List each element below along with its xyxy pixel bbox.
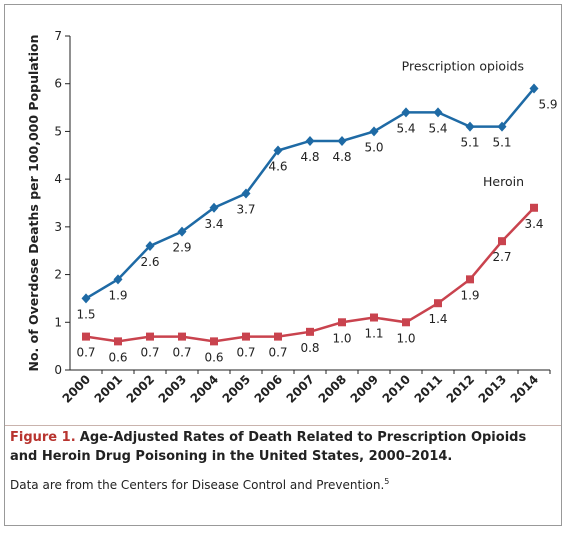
- marker: [146, 332, 154, 341]
- marker: [465, 121, 475, 132]
- marker: [305, 135, 315, 146]
- data-label: 5.9: [538, 97, 557, 111]
- x-tick-label: 2007: [284, 372, 318, 406]
- marker: [113, 274, 123, 285]
- data-label: 0.7: [140, 346, 159, 360]
- data-label: 1.5: [76, 307, 95, 321]
- data-label: 3.4: [204, 217, 223, 231]
- series-line: [85, 206, 535, 343]
- x-tick-label: 2006: [252, 372, 286, 406]
- marker: [337, 135, 347, 146]
- x-tick-label: 2010: [380, 372, 414, 406]
- y-tick-label: 6: [54, 77, 62, 91]
- x-tick-label: 2003: [156, 372, 190, 406]
- marker: [433, 107, 443, 118]
- data-label: 4.6: [268, 160, 287, 174]
- y-tick-label: 4: [54, 172, 62, 186]
- series-label: Heroin: [483, 174, 524, 189]
- caption-note: Data are from the Centers for Disease Co…: [10, 472, 550, 495]
- data-label: 5.0: [364, 140, 383, 154]
- x-tick-label: 2000: [60, 372, 94, 406]
- marker: [274, 332, 282, 341]
- figure-label: Figure 1.: [10, 430, 76, 445]
- marker: [145, 240, 155, 251]
- x-tick-label: 2014: [508, 372, 542, 406]
- marker: [530, 203, 538, 212]
- x-tick-label: 2008: [316, 372, 350, 406]
- x-tick-label: 2004: [188, 372, 222, 406]
- marker: [369, 126, 379, 137]
- data-label: 4.8: [300, 150, 319, 164]
- data-label: 5.1: [492, 136, 511, 150]
- data-label: 3.7: [236, 202, 255, 216]
- y-tick-label: 0: [54, 363, 62, 377]
- marker: [210, 337, 218, 346]
- note-text: Data are from the Centers for Disease Co…: [10, 478, 385, 492]
- marker: [401, 107, 411, 118]
- x-tick-label: 2011: [412, 372, 446, 406]
- x-tick-label: 2009: [348, 372, 382, 406]
- data-label: 0.7: [236, 346, 255, 360]
- marker: [242, 332, 250, 341]
- note-ref: 5: [384, 477, 390, 486]
- marker: [529, 83, 539, 94]
- marker: [466, 275, 474, 284]
- data-label: 3.4: [524, 217, 543, 231]
- marker: [273, 145, 283, 156]
- data-label: 1.9: [108, 288, 127, 302]
- marker: [241, 188, 251, 199]
- frame: [4, 4, 562, 526]
- y-tick-label: 7: [54, 29, 62, 43]
- marker: [178, 332, 186, 341]
- x-tick-label: 2002: [124, 372, 158, 406]
- marker: [114, 337, 122, 346]
- data-label: 5.4: [428, 121, 447, 135]
- data-label: 0.6: [204, 350, 223, 364]
- data-label: 1.4: [428, 312, 447, 326]
- figure-title: Age-Adjusted Rates of Death Related to P…: [10, 430, 527, 464]
- y-tick-label: 1: [54, 315, 62, 329]
- x-tick-label: 2012: [444, 372, 478, 406]
- data-label: 2.7: [492, 250, 511, 264]
- caption: Figure 1. Age-Adjusted Rates of Death Re…: [10, 428, 550, 495]
- marker: [177, 226, 187, 237]
- x-tick-label: 2013: [476, 372, 510, 406]
- data-label: 0.7: [268, 346, 287, 360]
- data-label: 0.8: [300, 341, 319, 355]
- series-label: Prescription opioids: [402, 58, 524, 73]
- y-tick-label: 3: [54, 220, 62, 234]
- data-label: 0.6: [108, 350, 127, 364]
- marker: [497, 121, 507, 132]
- data-label: 5.1: [460, 136, 479, 150]
- data-label: 1.0: [332, 331, 351, 345]
- x-tick-label: 2005: [220, 372, 254, 406]
- data-label: 4.8: [332, 150, 351, 164]
- data-label: 5.4: [396, 121, 415, 135]
- marker: [82, 332, 90, 341]
- data-label: 0.7: [172, 346, 191, 360]
- marker: [338, 318, 346, 327]
- y-tick-label: 2: [54, 268, 62, 282]
- marker: [434, 299, 442, 308]
- data-label: 1.1: [364, 327, 383, 341]
- marker: [306, 327, 314, 336]
- marker: [81, 293, 91, 304]
- marker: [402, 318, 410, 327]
- x-tick-label: 2001: [92, 372, 126, 406]
- data-label: 0.7: [76, 346, 95, 360]
- marker: [209, 202, 219, 213]
- y-axis-label: No. of Overdose Deaths per 100,000 Popul…: [26, 35, 41, 372]
- data-label: 2.6: [140, 255, 159, 269]
- data-label: 1.9: [460, 288, 479, 302]
- marker: [370, 313, 378, 322]
- caption-title: Figure 1. Age-Adjusted Rates of Death Re…: [10, 428, 550, 466]
- y-tick-label: 5: [54, 124, 62, 138]
- marker: [498, 237, 506, 246]
- data-label: 2.9: [172, 241, 191, 255]
- data-label: 1.0: [396, 331, 415, 345]
